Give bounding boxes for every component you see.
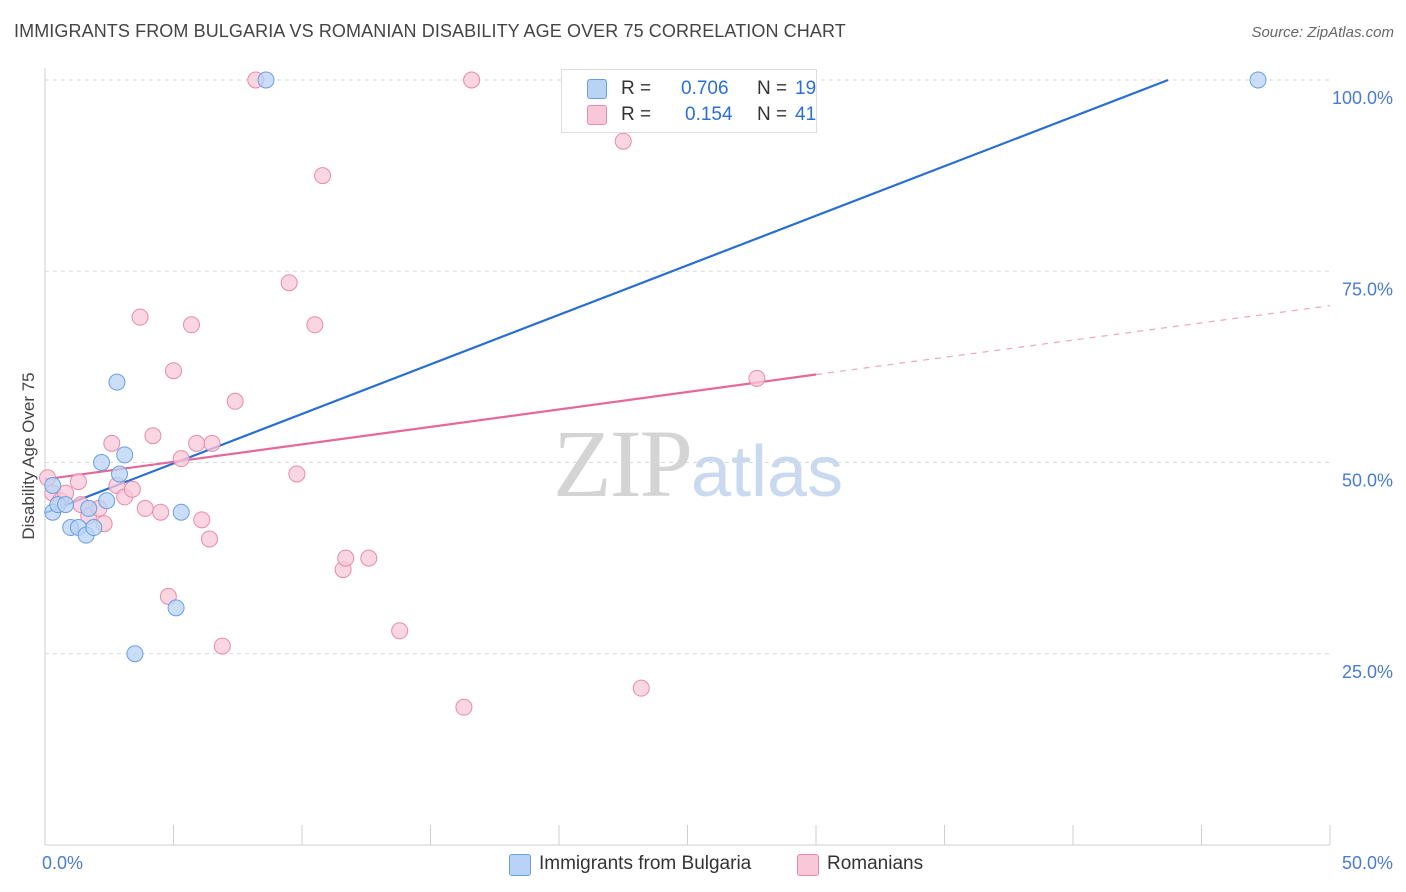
romanians-point	[144, 427, 162, 445]
romanians-point	[188, 434, 206, 452]
bulgaria-point	[93, 454, 111, 471]
source-credit: Source: ZipAtlas.com	[1251, 24, 1394, 41]
bulgaria-point	[98, 492, 116, 510]
romanians-point	[306, 316, 324, 334]
y-tick-label: 100.0%	[1332, 88, 1393, 108]
romanians-point	[748, 369, 766, 387]
romanians-r-label: R =	[621, 104, 652, 125]
romanians-point	[360, 549, 378, 567]
bulgaria-point	[172, 503, 190, 521]
romanians-n-label: N =	[757, 104, 788, 125]
bulgaria-point	[80, 499, 98, 517]
trend-lines	[44, 78, 1331, 515]
bulgaria-trend-line	[44, 78, 1169, 515]
romanians-point	[391, 622, 409, 640]
romanians-point	[193, 511, 211, 529]
y-tick-label: 50.0%	[1342, 471, 1393, 491]
bulgaria-point	[57, 496, 75, 514]
grid	[45, 79, 1330, 655]
bulgaria-point	[111, 465, 129, 483]
bulgaria-point	[257, 71, 275, 89]
x-tick-label: 50.0%	[1342, 853, 1393, 873]
y-tick-label: 25.0%	[1342, 662, 1393, 682]
romanians-point	[455, 698, 473, 716]
axes	[44, 68, 1331, 846]
bulgaria-r-value: 0.706	[681, 78, 729, 99]
romanians-point	[172, 450, 190, 468]
romanians-point	[463, 71, 481, 89]
y-axis-label: Disability Age Over 75	[19, 372, 38, 539]
romanians-point	[314, 167, 332, 185]
romanians-point	[69, 473, 87, 491]
legend-romanians-label: Romanians	[827, 853, 924, 874]
romanians-point	[288, 465, 306, 483]
y-tick-label: 75.0%	[1342, 279, 1393, 299]
romanians-r-value: 0.154	[685, 104, 733, 125]
watermark-zip: ZIP	[553, 410, 693, 517]
bulgaria-point	[167, 599, 185, 617]
axis-labels: 25.0% 50.0% 75.0% 100.0% 0.0% 50.0% Disability…	[19, 88, 1393, 873]
bulgaria-point	[1249, 71, 1267, 89]
bulgaria-r-label: R =	[621, 78, 652, 99]
romanians-n-value: 41	[795, 104, 817, 125]
romanians-point	[136, 499, 154, 517]
chart-title: IMMIGRANTS FROM BULGARIA VS ROMANIAN DIS…	[14, 21, 846, 41]
romanians-swatch	[587, 105, 607, 125]
romanians-point	[280, 274, 298, 292]
romanians-trend-extension	[815, 305, 1331, 376]
romanians-point	[203, 434, 221, 452]
bulgaria-point	[85, 519, 103, 537]
bulgaria-point	[126, 645, 144, 663]
watermark-atlas: atlas	[691, 432, 844, 512]
bulgaria-n-label: N =	[757, 78, 788, 99]
romanians-point	[131, 308, 149, 326]
romanians-point	[103, 434, 121, 452]
legend-romanians-swatch	[797, 854, 819, 876]
romanians-point	[632, 679, 650, 697]
data-points	[39, 71, 1267, 716]
legend-bulgaria-label: Immigrants from Bulgaria	[539, 853, 752, 874]
romanians-trend-line	[44, 373, 817, 481]
romanians-point	[337, 549, 355, 567]
romanians-point	[123, 480, 141, 498]
romanians-point	[165, 362, 182, 380]
romanians-point	[200, 530, 218, 548]
bulgaria-point	[116, 446, 134, 464]
bulgaria-point	[108, 373, 126, 391]
romanians-point	[226, 392, 244, 410]
x-tick-label: 0.0%	[42, 853, 83, 873]
bulgaria-n-value: 19	[795, 78, 817, 99]
bulgaria-swatch	[587, 79, 607, 99]
romanians-point	[614, 132, 632, 150]
bulgaria-point	[44, 476, 62, 494]
romanians-point	[213, 637, 231, 655]
watermark: ZIPatlas	[553, 408, 843, 519]
romanians-point	[152, 503, 170, 521]
legend-bulgaria-swatch	[509, 854, 531, 876]
stats-box: R = 0.706 N = 19 R = 0.154 N = 41	[561, 69, 817, 133]
romanians-point	[182, 316, 200, 334]
